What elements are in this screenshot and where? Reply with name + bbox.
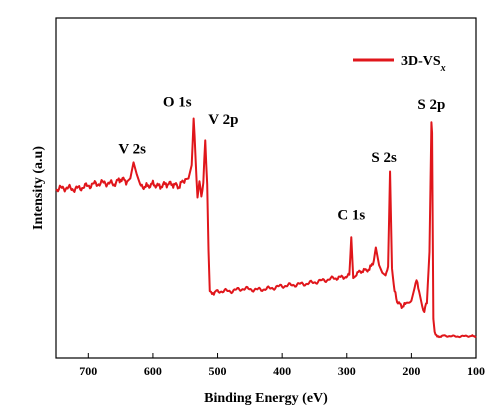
peak-label: S 2p (417, 97, 445, 113)
legend-entry: 3D-VSx (401, 54, 446, 74)
x-tick-label: 200 (402, 364, 420, 378)
peak-label: V 2p (208, 112, 238, 128)
legend-entry-name: 3D-VS (401, 54, 441, 69)
plot-frame (55, 17, 477, 359)
x-tick-label: 100 (467, 364, 485, 378)
series-line-0 (55, 117, 477, 339)
x-tick-label: 600 (144, 364, 162, 378)
x-tick-label: 400 (273, 364, 291, 378)
legend-entry-subscript: x (440, 63, 446, 74)
peak-label: V 2s (118, 142, 146, 158)
x-tick-label: 300 (338, 364, 356, 378)
peak-label: O 1s (163, 94, 192, 110)
x-axis-ticks: 700 600 500 400 300 200 100 (79, 353, 485, 378)
x-axis-title: Binding Energy (eV) (204, 391, 328, 406)
legend: 3D-VSx (353, 54, 446, 74)
x-tick-label: 700 (79, 364, 97, 378)
y-axis-title: Intensity (a.u) (31, 146, 46, 230)
peak-annotations: V 2s O 1s V 2p C 1s S 2s S 2p (118, 94, 445, 223)
peak-label: S 2s (371, 150, 397, 166)
x-tick-label: 500 (209, 364, 227, 378)
peak-label: C 1s (337, 208, 365, 224)
series-layer (55, 117, 477, 339)
